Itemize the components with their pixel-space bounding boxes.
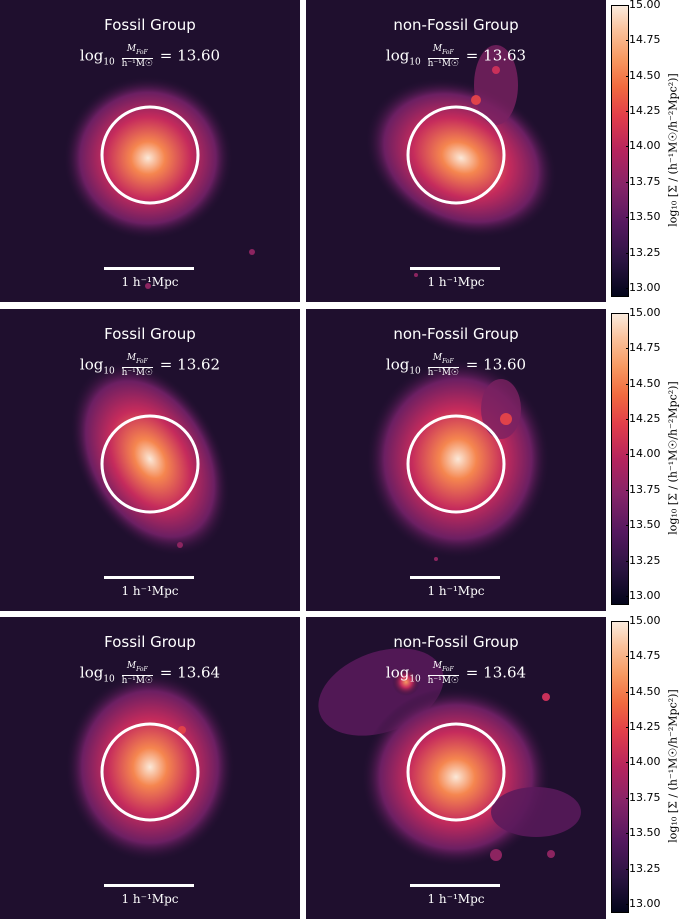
colorbar-tick: 15.00 bbox=[626, 306, 661, 319]
colorbar-ticks: 15.00 14.75 14.50 14.25 14.00 13.75 13.50 13.25… bbox=[626, 614, 689, 911]
colorbar-label: log₁₀ [Σ / (h⁻¹M☉/h⁻²Mpc²)] bbox=[666, 689, 680, 843]
colorbar-tick: 14.75 bbox=[626, 33, 661, 47]
scale-label: 1 h⁻¹Mpc bbox=[121, 892, 179, 906]
scale-bar bbox=[410, 576, 500, 579]
panel-nonfossil-3: non-Fossil Group log10 MFoF h⁻¹M☉ = 13.64… bbox=[306, 617, 606, 919]
panel-title: non-Fossil Group bbox=[393, 633, 519, 651]
scale-bar bbox=[104, 267, 194, 270]
colorbar-ticks: 15.00 14.75 14.50 14.25 14.00 13.75 13.50 13.25… bbox=[626, 0, 689, 295]
panel-title: Fossil Group bbox=[104, 325, 196, 343]
colorbar-tick: 13.00 bbox=[626, 280, 661, 294]
colorbar-tick: 14.25 bbox=[626, 104, 661, 118]
panel-nonfossil-2: non-Fossil Group log10 MFoF h⁻¹M☉ = 13.60… bbox=[306, 309, 606, 611]
density-map bbox=[63, 76, 255, 289]
panel-nonfossil-1: non-Fossil Group log10 MFoF h⁻¹M☉ = 13.63… bbox=[306, 0, 606, 302]
panel-title: Fossil Group bbox=[104, 16, 196, 34]
colorbar-tick: 14.00 bbox=[626, 139, 661, 153]
colorbar-tick: 14.75 bbox=[626, 341, 661, 355]
scale-label: 1 h⁻¹Mpc bbox=[121, 275, 179, 289]
colorbar-label: log₁₀ [Σ / (h⁻¹M☉/h⁻²Mpc²)] bbox=[666, 381, 680, 535]
scale-label: 1 h⁻¹Mpc bbox=[121, 584, 179, 598]
scale-bar bbox=[410, 884, 500, 887]
scale-bar bbox=[104, 576, 194, 579]
scale-bar bbox=[104, 884, 194, 887]
r200-circle bbox=[100, 722, 200, 822]
panel-mass: log10 MFoF h⁻¹M☉ = 13.60 bbox=[79, 44, 221, 69]
colorbar-tick: 13.25 bbox=[626, 861, 661, 875]
colorbar-label: log₁₀ [Σ / (h⁻¹M☉/h⁻²Mpc²)] bbox=[666, 73, 680, 227]
density-map bbox=[366, 359, 550, 561]
r200-circle bbox=[406, 722, 506, 822]
colorbar-ticks: 15.00 14.75 14.50 14.25 14.00 13.75 13.50 13.25… bbox=[626, 306, 689, 603]
colorbar-tick: 13.50 bbox=[626, 210, 661, 224]
scale-label: 1 h⁻¹Mpc bbox=[427, 584, 485, 598]
colorbar-tick: 14.25 bbox=[626, 412, 661, 426]
colorbar bbox=[611, 621, 629, 913]
colorbar-tick: 14.50 bbox=[626, 684, 661, 698]
colorbar-tick: 14.50 bbox=[626, 376, 661, 390]
panel-mass: log10 MFoF h⁻¹M☉ = 13.62 bbox=[79, 353, 221, 378]
r200-circle bbox=[406, 414, 506, 514]
colorbar-tick: 14.50 bbox=[626, 68, 661, 82]
panel-fossil-3: Fossil Group log10 MFoF h⁻¹M☉ = 13.64 1 h… bbox=[0, 617, 300, 919]
density-map bbox=[318, 648, 581, 867]
panel-fossil-2: Fossil Group log10 MFoF h⁻¹M☉ = 13.62 1 h… bbox=[0, 309, 300, 611]
density-map bbox=[69, 361, 231, 557]
panel-mass: log10 MFoF h⁻¹M☉ = 13.60 bbox=[385, 353, 527, 378]
panel-title: Fossil Group bbox=[104, 633, 196, 651]
colorbar-tick: 14.00 bbox=[626, 447, 661, 461]
colorbar-tick: 13.50 bbox=[626, 518, 661, 532]
panel-mass: log10 MFoF h⁻¹M☉ = 13.64 bbox=[385, 661, 527, 686]
colorbar-tick: 14.75 bbox=[626, 649, 661, 663]
colorbar-tick: 13.75 bbox=[626, 174, 661, 188]
panel-mass: log10 MFoF h⁻¹M☉ = 13.63 bbox=[385, 44, 527, 69]
density-map bbox=[65, 672, 235, 862]
scale-bar bbox=[410, 267, 500, 270]
colorbar-tick: 15.00 bbox=[626, 614, 661, 627]
colorbar-tick: 14.00 bbox=[626, 755, 661, 769]
panel-fossil-1: Fossil Group log10 MFoF h⁻¹M☉ = 13.60 1 h… bbox=[0, 0, 300, 302]
colorbar bbox=[611, 313, 629, 605]
r200-circle bbox=[100, 105, 200, 205]
r200-circle bbox=[100, 414, 200, 514]
density-map bbox=[364, 45, 558, 277]
scale-label: 1 h⁻¹Mpc bbox=[427, 892, 485, 906]
colorbar-tick: 13.75 bbox=[626, 482, 661, 496]
colorbar-tick: 13.00 bbox=[626, 896, 661, 910]
colorbar-tick: 13.00 bbox=[626, 588, 661, 602]
scale-label: 1 h⁻¹Mpc bbox=[427, 275, 485, 289]
colorbar-tick: 13.75 bbox=[626, 790, 661, 804]
colorbar-tick: 13.25 bbox=[626, 245, 661, 259]
colorbar-tick: 15.00 bbox=[626, 0, 661, 11]
panel-title: non-Fossil Group bbox=[393, 16, 519, 34]
panel-title: non-Fossil Group bbox=[393, 325, 519, 343]
r200-circle bbox=[406, 105, 506, 205]
panel-mass: log10 MFoF h⁻¹M☉ = 13.64 bbox=[79, 661, 221, 686]
colorbar-tick: 13.25 bbox=[626, 553, 661, 567]
colorbar-tick: 14.25 bbox=[626, 720, 661, 734]
colorbar-tick: 13.50 bbox=[626, 826, 661, 840]
colorbar bbox=[611, 5, 629, 297]
